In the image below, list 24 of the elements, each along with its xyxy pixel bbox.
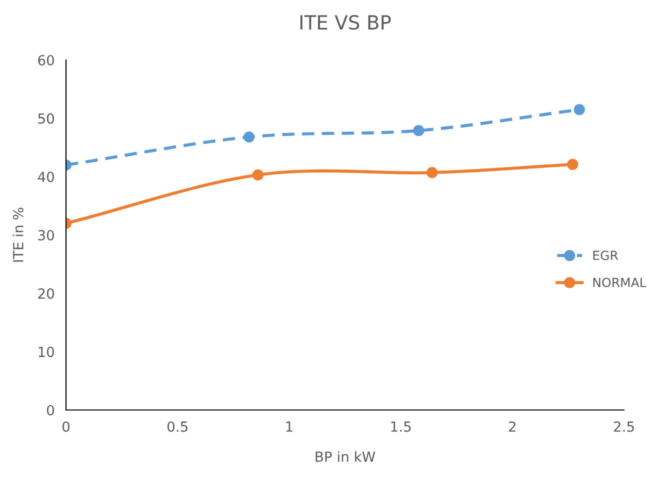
point — [574, 104, 585, 116]
y-tick-label: 50 — [38, 113, 54, 124]
point — [567, 158, 578, 170]
y-tick-label: 40 — [38, 172, 54, 182]
x-tick-label: 1 — [286, 422, 292, 432]
point — [426, 167, 438, 178]
point — [252, 169, 264, 180]
point — [243, 131, 255, 143]
x-tick-label: 1.5 — [391, 422, 411, 432]
x-tick-label: 2 — [509, 421, 516, 432]
legend-label: EGR — [593, 250, 618, 260]
legend-label: NORMAL — [593, 278, 646, 288]
x-axis-title: BP in kW — [316, 451, 376, 462]
x-tick-label: 0.5 — [167, 421, 188, 432]
y-tick-label: 0 — [46, 404, 54, 416]
y-tick-label: 30 — [38, 230, 54, 240]
y-tick-label: 60 — [38, 54, 54, 66]
x-tick-label: 0 — [62, 421, 70, 432]
y-tick-label: 20 — [38, 288, 54, 299]
point — [413, 125, 424, 136]
y-axis-title: ITE in % — [12, 208, 24, 262]
y-tick-label: 10 — [38, 346, 54, 358]
x-tick-label: 2.5 — [614, 421, 634, 432]
chart-title: ITE VS BP — [300, 15, 391, 30]
